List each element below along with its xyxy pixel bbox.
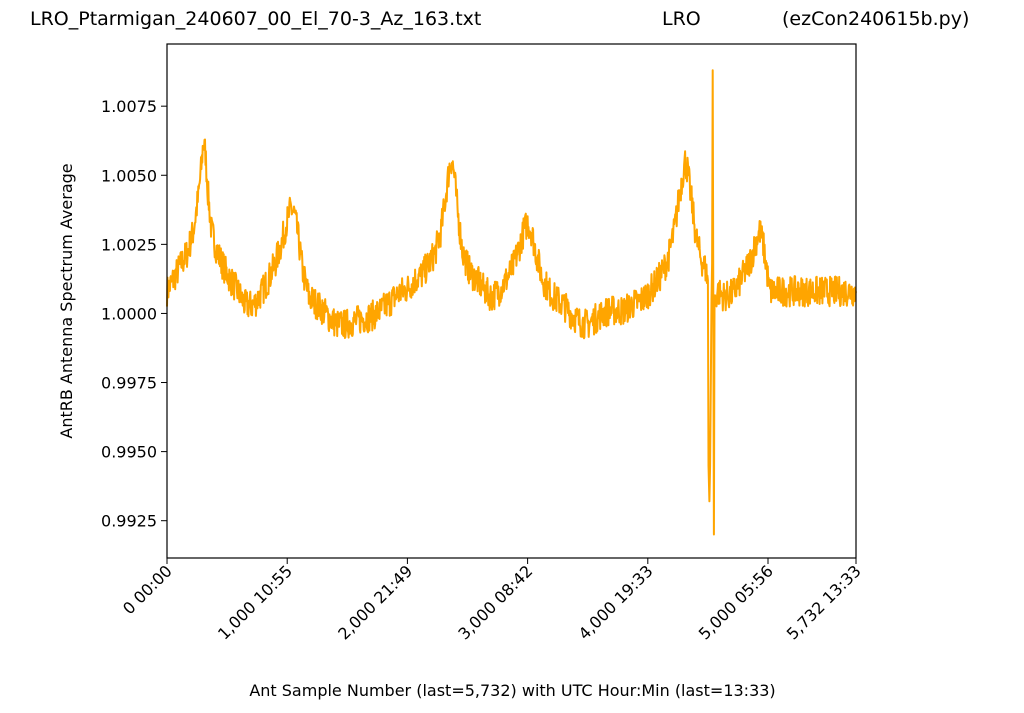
x-tick-label: 5,000 05:56	[695, 561, 777, 643]
y-tick-label: 1.0075	[101, 97, 157, 116]
x-tick-label: 3,000 08:42	[454, 561, 536, 643]
chart-title-script: (ezCon240615b.py)	[782, 8, 970, 30]
x-tick-label: 0 00:00	[119, 561, 176, 618]
y-tick-label: 1.0025	[101, 235, 157, 254]
x-axis-ticks: 0 00:00 1,000 10:55 2,000 21:49 3,000 08:42…	[119, 558, 865, 643]
plot-marks	[166, 69, 857, 536]
y-tick-label: 0.9975	[101, 374, 157, 393]
y-tick-label: 1.0050	[101, 166, 157, 185]
y-tick-label: 1.0000	[101, 304, 157, 323]
x-tick-label: 2,000 21:49	[334, 561, 416, 643]
x-axis-label: Ant Sample Number (last=5,732) with UTC …	[249, 681, 775, 700]
x-tick-label: 5,732 13:33	[783, 561, 865, 643]
plot-frame	[166, 43, 857, 559]
x-tick-label: 1,000 10:55	[214, 561, 296, 643]
y-axis-label: AntRB Antenna Spectrum Average	[57, 163, 76, 438]
chart-title-station: LRO	[662, 8, 701, 30]
y-axis-ticks: 0.9925 0.9950 0.9975 1.0000 1.0025 1.0050 1.00…	[101, 97, 167, 531]
y-tick-label: 0.9950	[101, 443, 157, 462]
y-tick-label: 0.9925	[101, 512, 157, 531]
series-line	[166, 69, 857, 536]
chart-title-filename: LRO_Ptarmigan_240607_00_El_70-3_Az_163.t…	[30, 8, 482, 30]
x-tick-label: 4,000 19:33	[575, 561, 657, 643]
